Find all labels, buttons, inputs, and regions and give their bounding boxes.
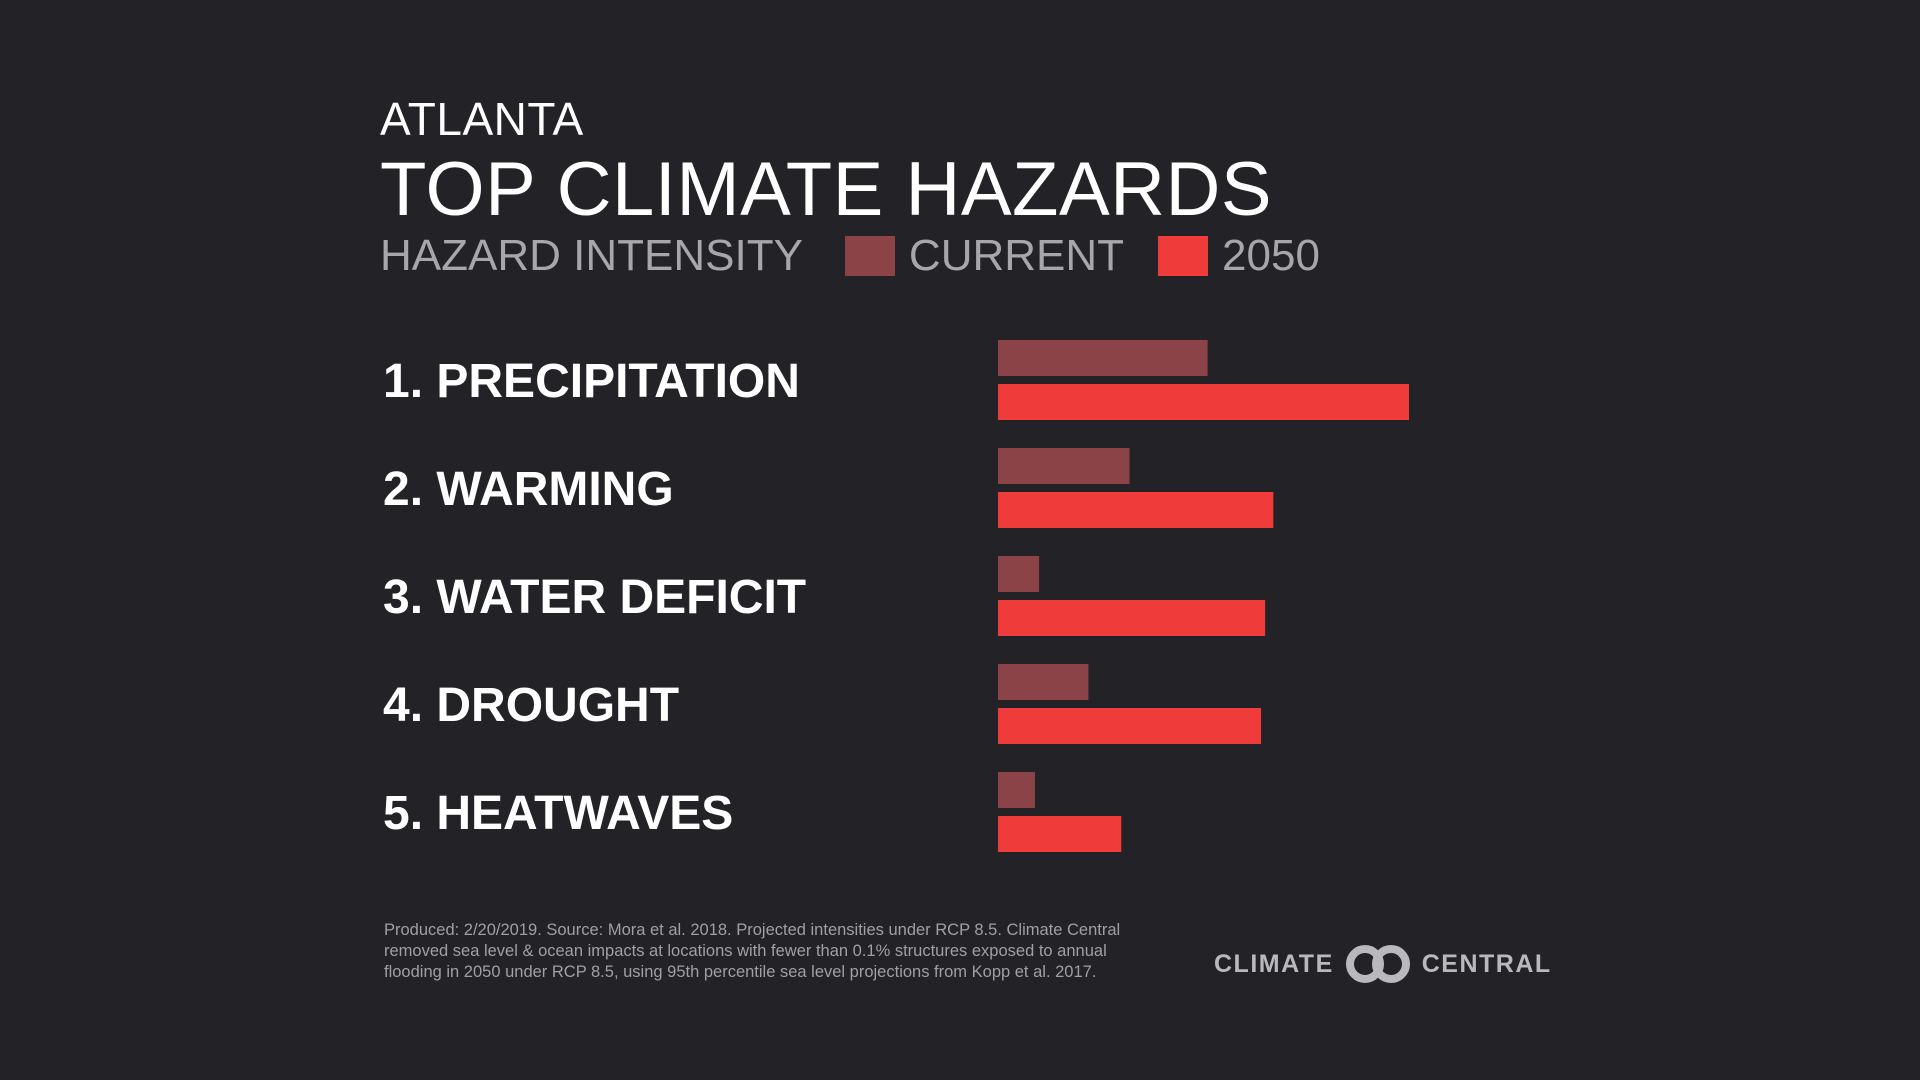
- legend-swatch-2050: [1158, 236, 1209, 276]
- bar-current: [998, 448, 1130, 484]
- bar-current: [998, 772, 1035, 808]
- city-title: ATLANTA: [380, 93, 584, 145]
- bar-current: [998, 664, 1089, 700]
- page-title: TOP CLIMATE HAZARDS: [380, 147, 1273, 232]
- footnote-line-1: Produced: 2/20/2019. Source: Mora et al.…: [384, 921, 1121, 939]
- footnote-line-3: flooding in 2050 under RCP 8.5, using 95…: [384, 963, 1097, 981]
- legend-label-2050: 2050: [1222, 231, 1320, 280]
- header: ATLANTA: [380, 96, 584, 142]
- climate-central-logo: CLIMATE CENTRAL: [1214, 944, 1552, 984]
- legend-label-current: CURRENT: [908, 231, 1125, 280]
- legend-swatch-current: [844, 236, 895, 276]
- logo-text-left: CLIMATE: [1214, 949, 1334, 978]
- bar-2050: [998, 816, 1122, 852]
- category-label: 5. HEATWAVES: [383, 787, 733, 840]
- category-label: 1. PRECIPITATION: [383, 355, 800, 408]
- legend-title: HAZARD INTENSITY: [380, 231, 803, 280]
- bar-2050: [998, 708, 1262, 744]
- legend: HAZARD INTENSITY CURRENT 2050: [380, 234, 1320, 278]
- bar-2050: [998, 384, 1409, 420]
- logo-text-right: CENTRAL: [1421, 949, 1552, 978]
- category-label: 4. DROUGHT: [383, 679, 679, 732]
- bar-current: [998, 340, 1208, 376]
- category-label: 2. WARMING: [383, 463, 674, 516]
- bar-2050: [998, 492, 1274, 528]
- category-label: 3. WATER DEFICIT: [383, 571, 806, 624]
- footnote: Produced: 2/20/2019. Source: Mora et al.…: [384, 920, 1174, 983]
- bar-2050: [998, 600, 1266, 636]
- climate-central-rings-icon: [1345, 945, 1410, 983]
- bar-current: [998, 556, 1040, 592]
- footnote-line-2: removed sea level & ocean impacts at loc…: [384, 942, 1107, 960]
